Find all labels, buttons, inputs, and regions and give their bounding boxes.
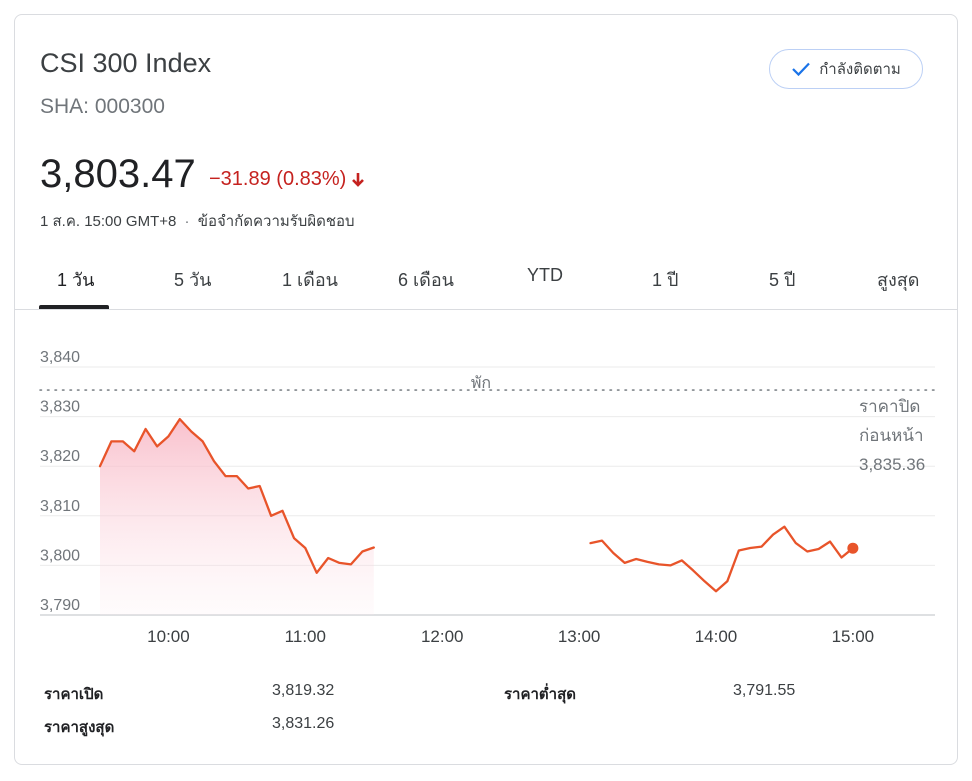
y-tick-label: 3,800 (40, 547, 80, 564)
lunch-break-label: พัก (471, 375, 491, 392)
quote-timestamp: 1 ส.ค. 15:00 GMT+8 (40, 213, 177, 230)
tab-ytd[interactable]: YTD (527, 265, 563, 285)
range-tabs: 1 วัน 5 วัน 1 เดือน 6 เดือน YTD 1 ปี 5 ป… (15, 255, 957, 310)
index-title: CSI 300 Index (40, 48, 212, 78)
price-change: −31.89 (0.83%) (209, 168, 366, 191)
y-tick-label: 3,820 (40, 448, 80, 465)
quote-meta: 1 ส.ค. 15:00 GMT+8 · ข้อจำกัดความรับผิดช… (40, 209, 355, 233)
tab-6-months[interactable]: 6 เดือน (398, 270, 454, 290)
ticker-symbol: SHA: 000300 (40, 95, 165, 118)
last-price-dot (847, 542, 859, 554)
tab-max[interactable]: สูงสุด (877, 270, 920, 290)
x-tick-label: 14:00 (695, 627, 738, 646)
tab-1-month[interactable]: 1 เดือน (282, 270, 338, 290)
x-tick-label: 11:00 (285, 627, 326, 646)
x-tick-label: 12:00 (421, 627, 464, 646)
price-chart[interactable]: 3,790 3,800 3,810 3,820 3,830 3,840 10:00 11:00… (15, 315, 957, 660)
tab-1-day[interactable]: 1 วัน (57, 270, 95, 290)
x-tick-label: 15:00 (832, 627, 875, 646)
disclaimer-link[interactable]: ข้อจำกัดความรับผิดชอบ (197, 213, 355, 230)
price-line (589, 525, 855, 593)
tab-5-years[interactable]: 5 ปี (769, 270, 796, 290)
y-tick-label: 3,810 (40, 498, 80, 515)
stock-card: CSI 300 Index SHA: 000300 กำลังติดตาม 3,… (14, 14, 958, 765)
previous-close-label: ก่อนหน้า (859, 426, 924, 445)
area-fill (100, 419, 374, 615)
price-change-value: −31.89 (0.83%) (209, 168, 347, 190)
tab-1-year[interactable]: 1 ปี (652, 270, 679, 290)
x-tick-label: 13:00 (558, 627, 601, 646)
low-label: ราคาต่ำสุด (504, 686, 576, 703)
current-price: 3,803.47 (40, 152, 196, 196)
y-tick-label: 3,830 (40, 399, 80, 416)
previous-close-label: ราคาปิด (859, 397, 920, 416)
previous-close-label: 3,835.36 (859, 455, 925, 474)
open-value: 3,819.32 (272, 682, 335, 699)
price-line (98, 417, 375, 574)
high-label: ราคาสูงสุด (44, 719, 115, 736)
active-tab-indicator (39, 305, 109, 309)
checkmark-icon (792, 62, 811, 77)
x-tick-label: 10:00 (147, 627, 190, 646)
y-tick-label: 3,840 (40, 349, 80, 366)
low-value: 3,791.55 (733, 682, 796, 699)
following-label: กำลังติดตาม (819, 61, 901, 78)
meta-separator: · (184, 213, 190, 230)
following-button[interactable]: กำลังติดตาม (769, 49, 923, 89)
arrow-down-icon (352, 172, 365, 187)
high-value: 3,831.26 (272, 715, 335, 732)
open-label: ราคาเปิด (44, 686, 104, 703)
y-tick-label: 3,790 (40, 597, 80, 614)
tab-5-days[interactable]: 5 วัน (174, 270, 212, 290)
